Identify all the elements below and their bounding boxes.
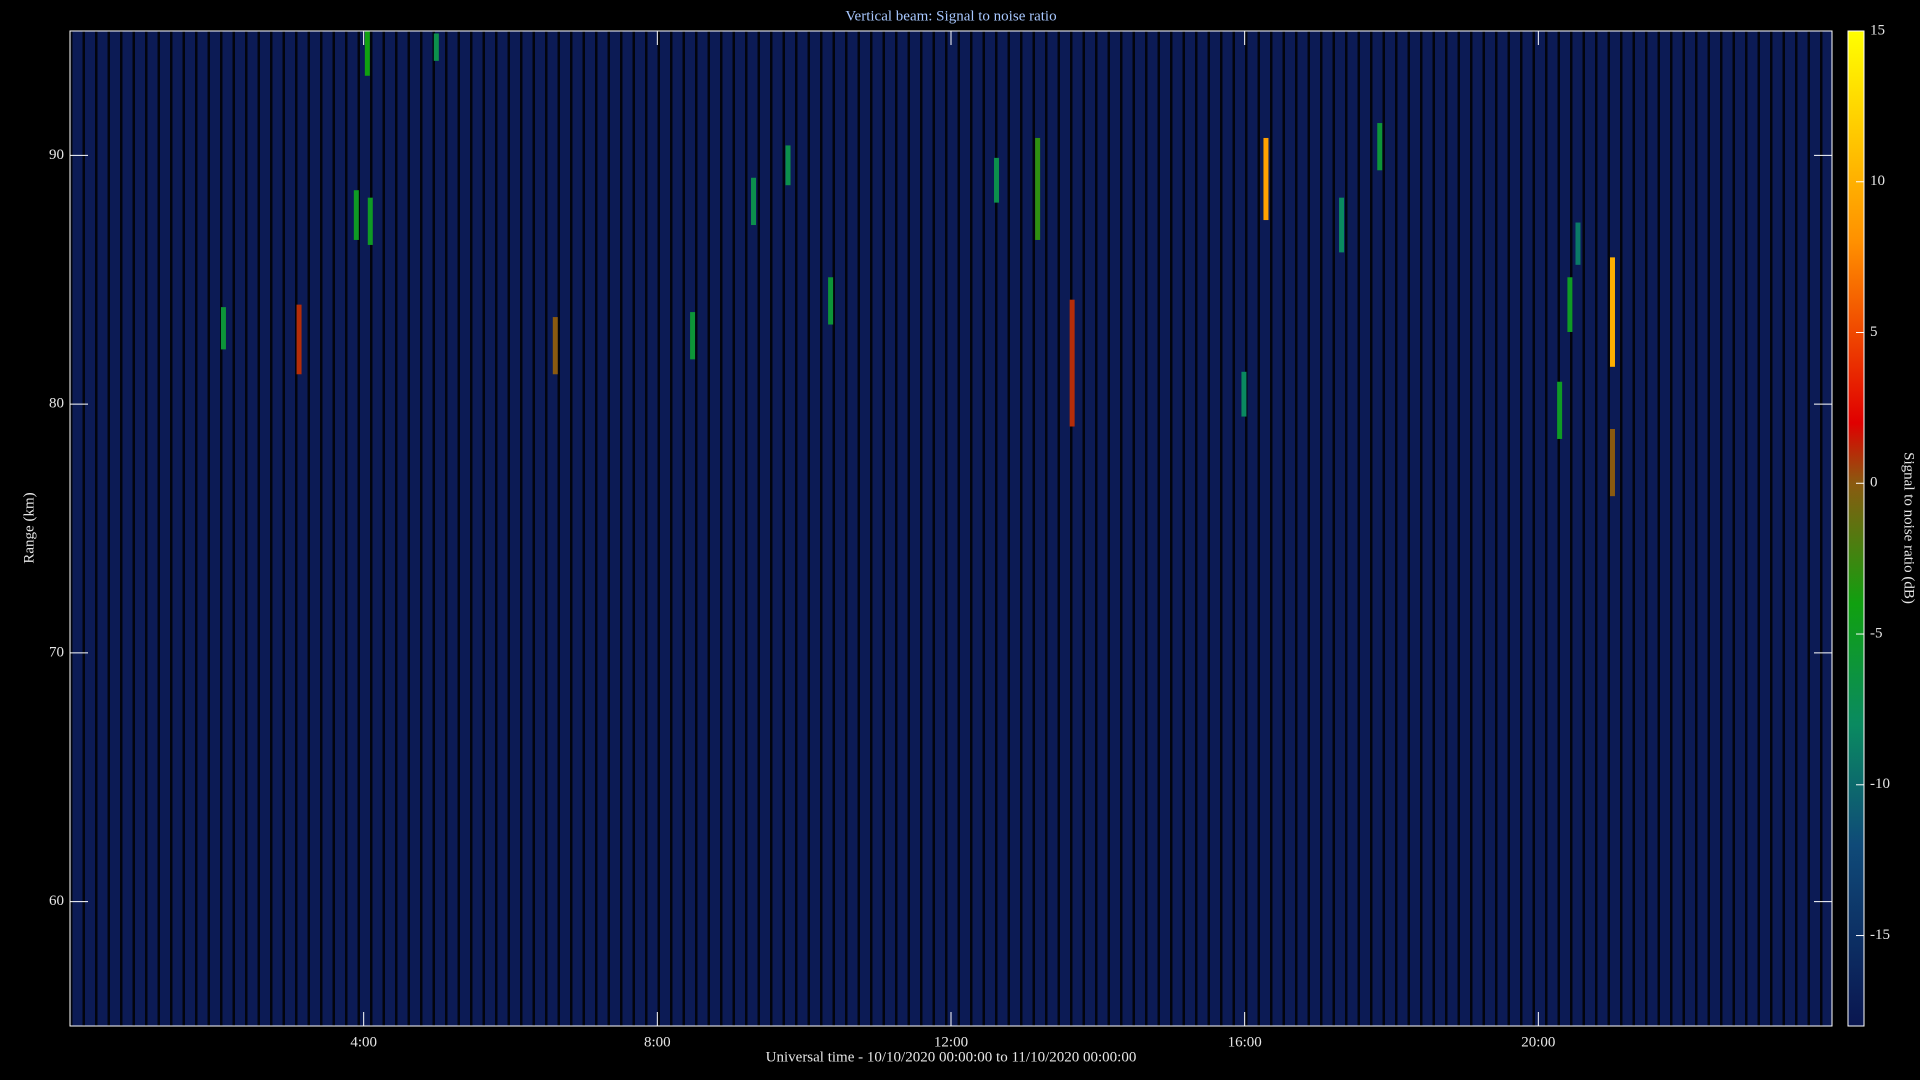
snr-segment bbox=[1609, 257, 1615, 367]
y-tick-label: 80 bbox=[49, 396, 64, 412]
x-tick-label: 16:00 bbox=[1228, 1034, 1262, 1050]
colorbar-tick-label: 5 bbox=[1870, 324, 1878, 340]
x-tick-label: 20:00 bbox=[1521, 1034, 1555, 1050]
y-tick-label: 70 bbox=[49, 644, 64, 660]
x-tick-label: 8:00 bbox=[644, 1034, 671, 1050]
snr-segment bbox=[1241, 371, 1247, 417]
colorbar-tick-label: -10 bbox=[1870, 776, 1890, 792]
snr-segment bbox=[1035, 137, 1041, 240]
snr-segment bbox=[552, 317, 558, 375]
y-tick-label: 60 bbox=[49, 893, 64, 909]
snr-segment bbox=[751, 177, 757, 226]
time-gaps bbox=[70, 31, 1832, 1026]
colorbar bbox=[1847, 30, 1865, 1027]
snr-segment bbox=[1567, 277, 1573, 332]
colorbar-tick-label: -5 bbox=[1870, 625, 1883, 641]
snr-segment bbox=[1609, 429, 1615, 497]
snr-segment bbox=[1557, 381, 1563, 439]
snr-segment bbox=[364, 31, 370, 76]
snr-segment bbox=[220, 307, 226, 350]
colorbar-label: Signal to noise ratio (dB) bbox=[1901, 452, 1917, 604]
segments bbox=[220, 31, 1615, 497]
colorbar-tick-label: 10 bbox=[1870, 173, 1885, 189]
colorbar-tick-label: 15 bbox=[1870, 22, 1885, 38]
snr-segment bbox=[690, 312, 696, 360]
snr-segment bbox=[785, 145, 791, 186]
snr-segment bbox=[1575, 222, 1581, 265]
snr-segment bbox=[296, 304, 302, 375]
snr-segment bbox=[433, 33, 439, 61]
snr-segment bbox=[353, 190, 359, 240]
colorbar-tick-label: -15 bbox=[1870, 927, 1890, 943]
snr-segment bbox=[1069, 299, 1075, 427]
snr-segment bbox=[1339, 197, 1345, 253]
x-axis-label: Universal time - 10/10/2020 00:00:00 to … bbox=[766, 1049, 1137, 1065]
snr-segment bbox=[828, 277, 834, 325]
snr-segment bbox=[994, 157, 1000, 203]
colorbar-tick-label: 0 bbox=[1870, 475, 1878, 491]
snr-segment bbox=[1263, 137, 1269, 221]
snr-segment bbox=[1377, 123, 1383, 171]
x-tick-label: 12:00 bbox=[934, 1034, 968, 1050]
chart-title: Vertical beam: Signal to noise ratio bbox=[845, 8, 1056, 24]
y-axis-label: Range (km) bbox=[21, 492, 37, 563]
x-tick-label: 4:00 bbox=[350, 1034, 377, 1050]
snr-segment bbox=[367, 197, 373, 245]
y-tick-label: 90 bbox=[49, 147, 64, 163]
